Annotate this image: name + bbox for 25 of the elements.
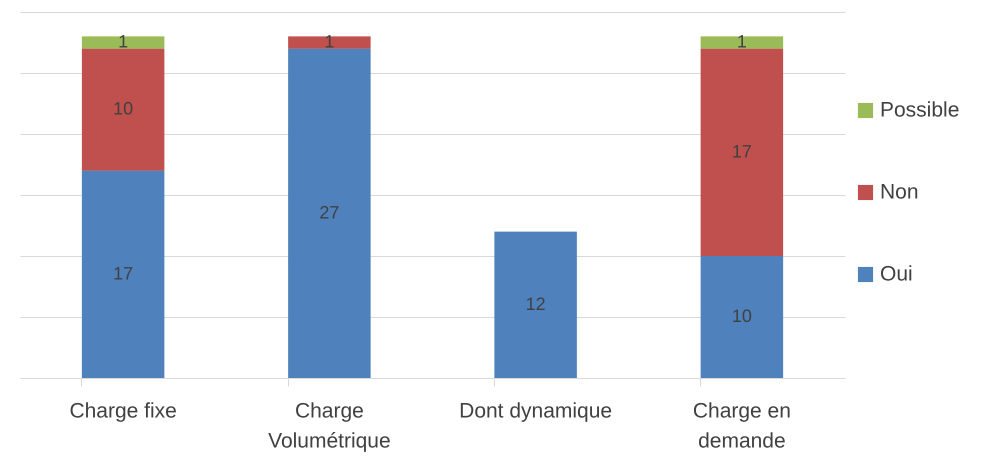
legend-label: Possible [880,98,960,122]
bar [288,36,371,49]
x-tick-label: Charge Volumétrique [268,400,391,452]
data-label: 10 [732,306,752,326]
bar [700,48,784,256]
data-label: 27 [319,202,340,222]
data-label: 12 [526,294,546,314]
bar [494,232,577,378]
bar [288,48,371,378]
legend-label: Non [880,180,919,204]
bar [82,36,164,49]
x-tick-label: Charge fixe [69,400,177,422]
data-label: 1 [736,32,747,52]
data-label: 17 [113,263,134,284]
legend-label: Oui [880,262,913,286]
bar [82,170,164,378]
data-label: 1 [118,32,128,52]
bar [82,48,164,171]
bar [700,256,784,378]
data-label: 10 [113,98,134,119]
x-tick-label: Charge en demande [692,400,791,452]
data-label: 1 [324,32,334,52]
x-tick-label: Dont dynamique [459,400,612,422]
bar [700,36,784,49]
data-label: 17 [732,141,752,162]
